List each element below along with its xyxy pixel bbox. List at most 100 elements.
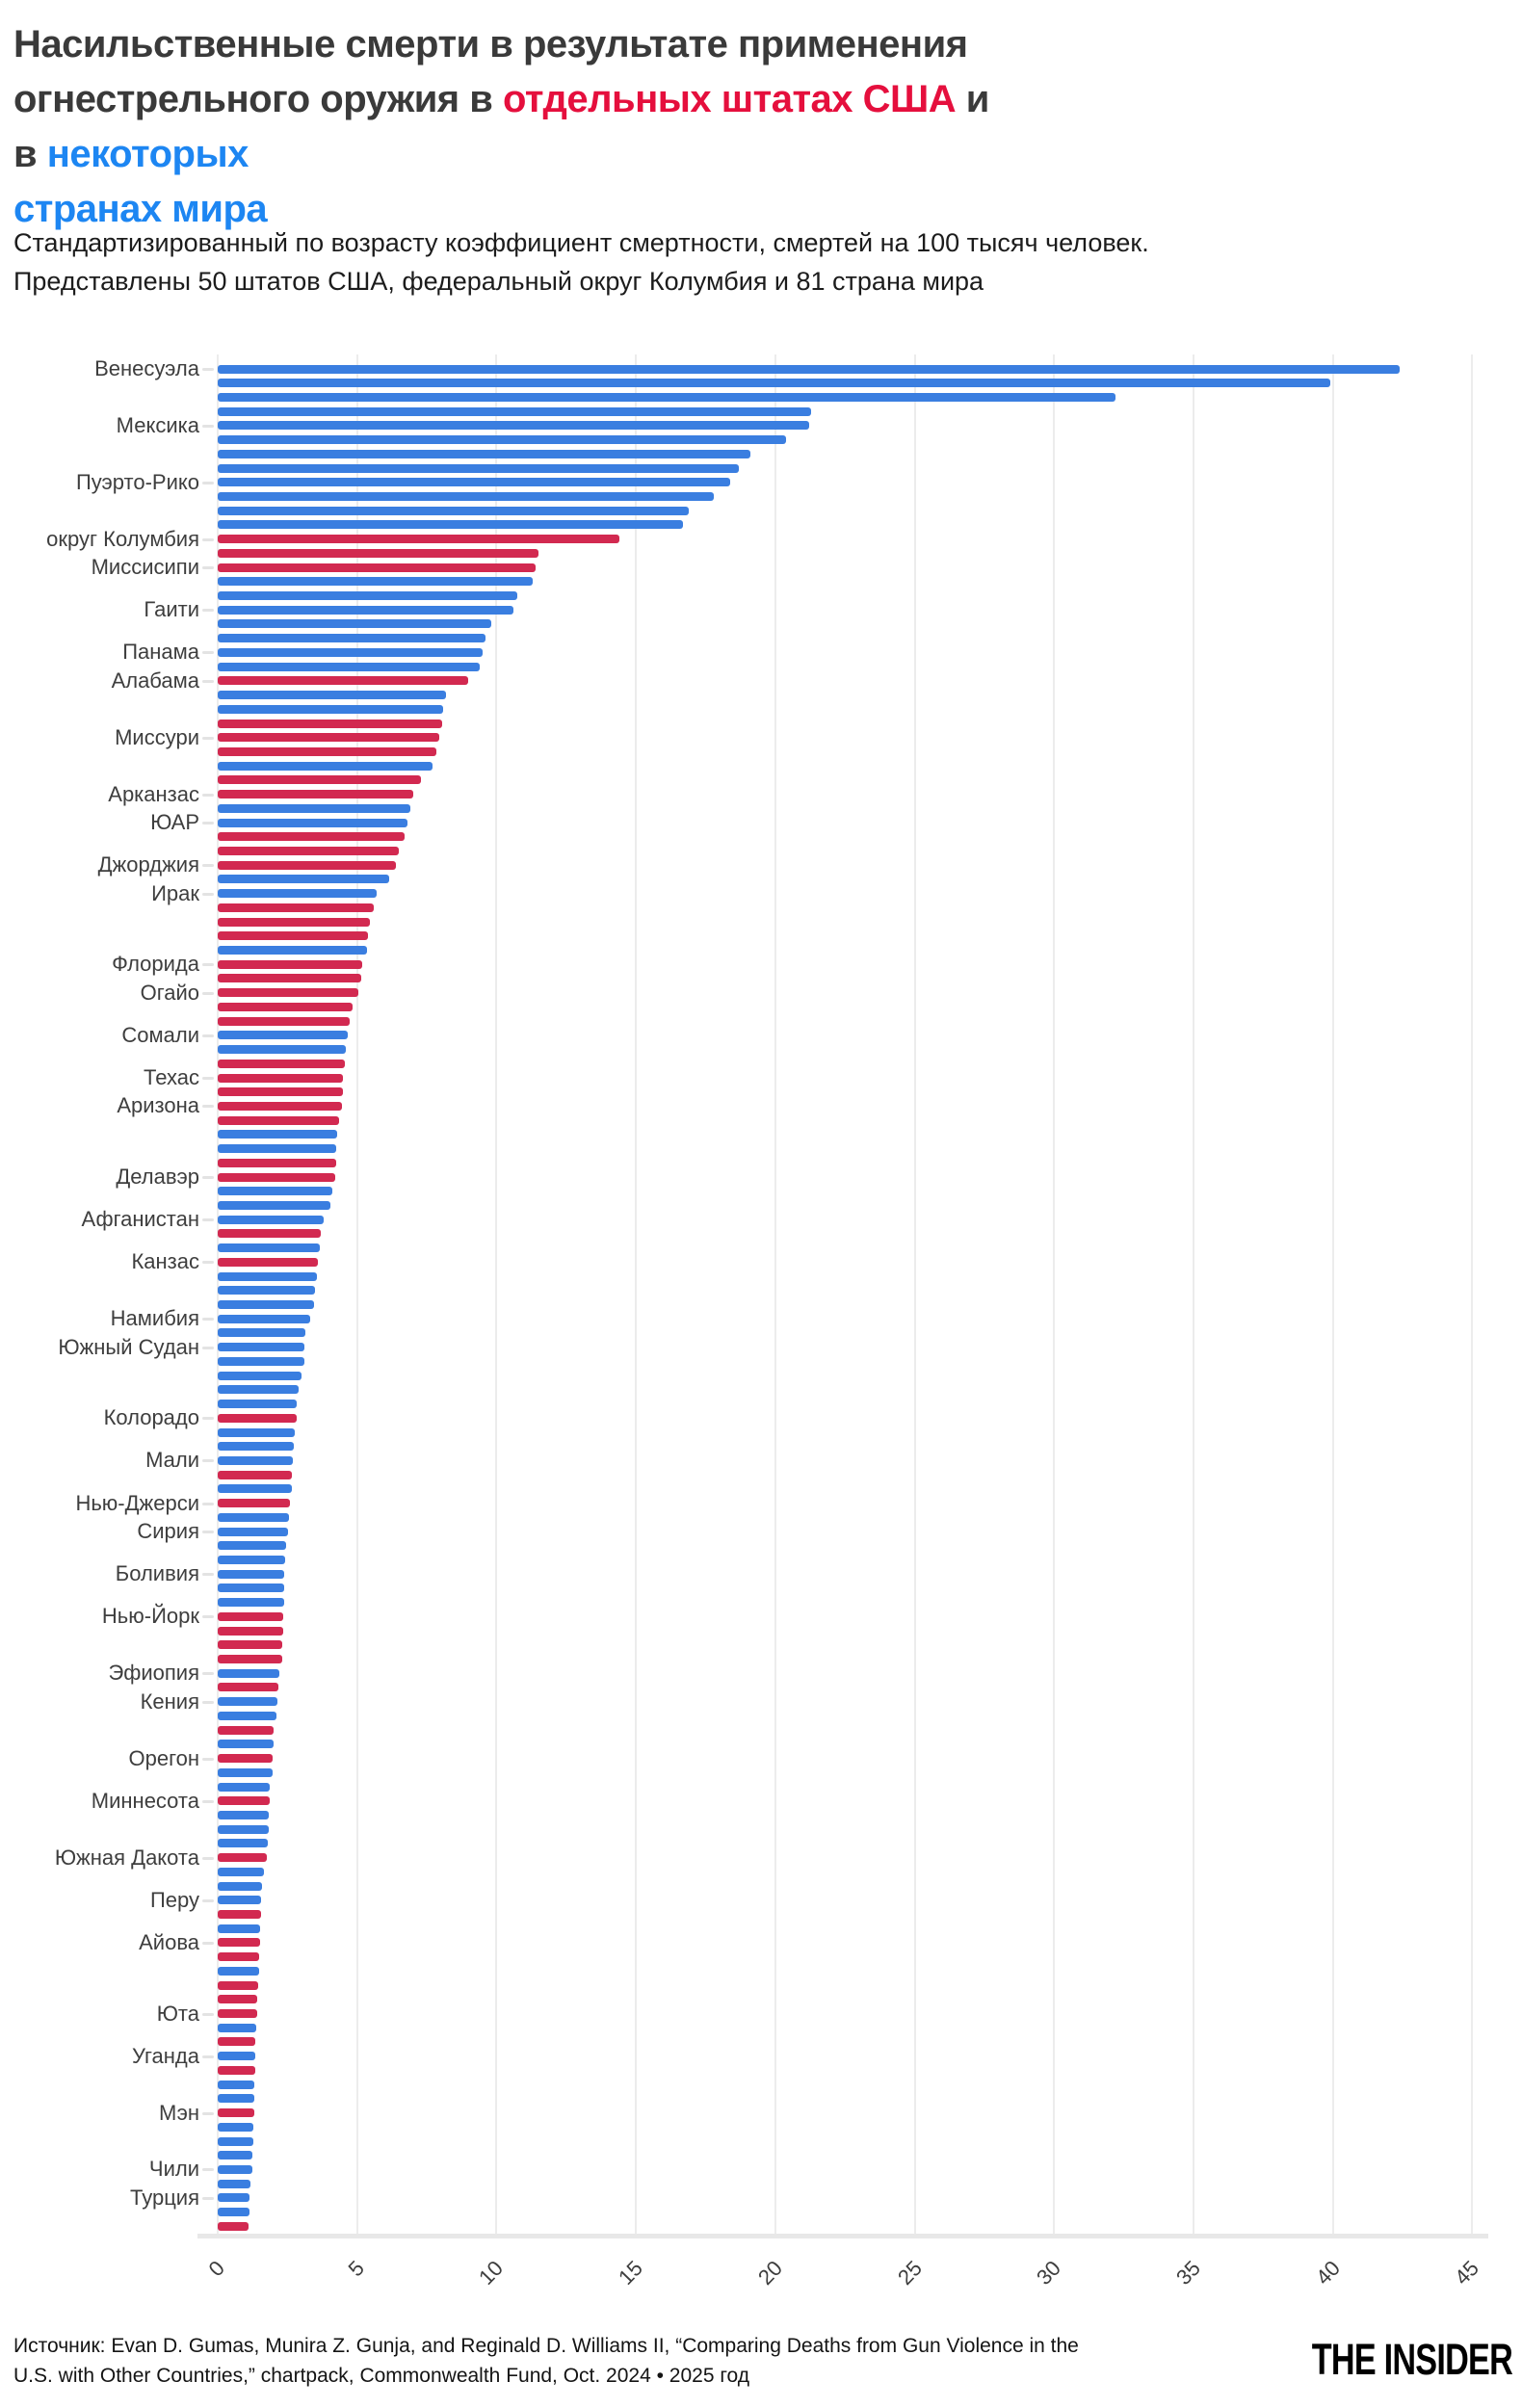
- label-tick: [202, 2111, 214, 2115]
- label-tick: [202, 1417, 214, 1421]
- bar-label: Пуэрто-Рико: [75, 469, 199, 494]
- title-line: странах мира: [13, 182, 1006, 237]
- x-tick-label: 45: [1450, 2256, 1484, 2290]
- bar-row-116: [218, 1995, 258, 2004]
- bar-label: Уганда: [132, 2043, 199, 2068]
- bar-row-132: [218, 2221, 249, 2231]
- chart-subtitle: Стандартизированный по возрасту коэффици…: [13, 223, 1169, 301]
- bar-row-12: [218, 520, 684, 530]
- bar-Мексика: [218, 421, 809, 431]
- bar-label: Мексика: [116, 412, 199, 437]
- bar-row-121: [218, 2065, 255, 2075]
- bar-label: Мали: [145, 1448, 199, 1473]
- bar-row-50: [218, 1059, 345, 1068]
- bar-row-63: [218, 1243, 321, 1253]
- bar-label: Джорджия: [97, 852, 199, 877]
- bar-row-82: [218, 1512, 289, 1522]
- bar-округ Колумбия: [218, 535, 619, 544]
- bar-row-24: [218, 691, 447, 700]
- bar-row-6: [218, 435, 787, 445]
- gridline: [355, 354, 358, 2237]
- x-tick-label: 25: [892, 2256, 927, 2290]
- bar-label: Панама: [122, 640, 199, 665]
- label-tick: [202, 1757, 214, 1761]
- bar-label: Афганистан: [81, 1207, 199, 1232]
- bar-label: Огайо: [140, 980, 199, 1005]
- bar-row-16: [218, 577, 534, 587]
- bar-label: Флорида: [112, 952, 199, 977]
- bar-Турция: [218, 2193, 250, 2203]
- label-tick: [202, 991, 214, 995]
- bar-Нью-Джерси: [218, 1499, 291, 1508]
- gridline: [1331, 354, 1334, 2237]
- bar-row-26: [218, 719, 442, 728]
- label-tick: [202, 1502, 214, 1505]
- bar-Гаити: [218, 605, 513, 615]
- label-tick: [202, 892, 214, 896]
- label-tick: [202, 537, 214, 541]
- x-tick-label: 0: [203, 2256, 229, 2282]
- bar-row-126: [218, 2136, 254, 2146]
- bar-row-69: [218, 1328, 306, 1338]
- bar-row-118: [218, 2023, 256, 2032]
- bar-row-54: [218, 1115, 339, 1125]
- bar-row-2: [218, 379, 1330, 388]
- bar-row-66: [218, 1286, 316, 1296]
- bar-row-125: [218, 2122, 254, 2132]
- bar-Ирак: [218, 889, 377, 899]
- bar-row-85: [218, 1555, 286, 1564]
- bar-row-34: [218, 832, 405, 842]
- bar-Огайо: [218, 988, 359, 998]
- label-tick: [202, 609, 214, 613]
- bar-label: Южный Судан: [58, 1334, 199, 1359]
- bar-row-105: [218, 1839, 269, 1848]
- bar-label: Намибия: [110, 1306, 199, 1331]
- gridline: [1053, 354, 1056, 2237]
- label-tick: [202, 1077, 214, 1080]
- logo-the-insider: THE INSIDER: [1311, 2335, 1513, 2384]
- label-tick: [202, 1941, 214, 1945]
- bar-row-35: [218, 846, 400, 855]
- bar-label: Нью-Йорк: [101, 1604, 199, 1629]
- bar-row-90: [218, 1626, 283, 1636]
- title-segment: и в: [13, 78, 989, 175]
- bar-Кения: [218, 1697, 277, 1707]
- bar-Алабама: [218, 676, 469, 686]
- bar-row-7: [218, 449, 750, 458]
- bar-label: Чили: [148, 2157, 199, 2182]
- title-line: Насильственные смерти в результате приме…: [13, 17, 1006, 72]
- label-tick: [202, 424, 214, 428]
- label-tick: [202, 1318, 214, 1322]
- label-tick: [202, 1034, 214, 1037]
- label-tick: [202, 1346, 214, 1349]
- bar-row-115: [218, 1980, 258, 1990]
- bar-row-101: [218, 1782, 271, 1792]
- bar-label: Канзас: [131, 1249, 199, 1274]
- bar-label: Миннесота: [91, 1788, 199, 1813]
- bar-label: Миссисипи: [91, 555, 199, 580]
- label-tick: [202, 481, 214, 484]
- title-line: огнестрельного оружия в отдельных штатах…: [13, 72, 1006, 182]
- bar-Нью-Йорк: [218, 1611, 284, 1621]
- bar-Сомали: [218, 1031, 348, 1040]
- bar-row-19: [218, 619, 491, 629]
- bar-label: Кения: [140, 1688, 199, 1714]
- x-tick-label: 5: [343, 2256, 369, 2282]
- bar-row-28: [218, 746, 437, 756]
- source-line: Источник: Evan D. Gumas, Munira Z. Gunja…: [13, 2335, 1079, 2357]
- label-tick: [202, 1176, 214, 1180]
- bar-row-80: [218, 1484, 292, 1494]
- bar-row-40: [218, 917, 370, 927]
- bar-row-92: [218, 1655, 282, 1664]
- bar-Джорджия: [218, 860, 397, 870]
- bar-label: Мэн: [159, 2100, 199, 2125]
- bar-row-122: [218, 2080, 255, 2089]
- bar-row-25: [218, 704, 444, 714]
- bar-row-20: [218, 634, 485, 643]
- bar-row-107: [218, 1867, 264, 1876]
- gridline: [1192, 354, 1194, 2237]
- source-line: U.S. with Other Countries,” chartpack, C…: [13, 2365, 750, 2387]
- bar-row-113: [218, 1952, 260, 1962]
- title-segment: Насильственные смерти в результате приме…: [13, 23, 968, 65]
- bar-row-46: [218, 1002, 354, 1011]
